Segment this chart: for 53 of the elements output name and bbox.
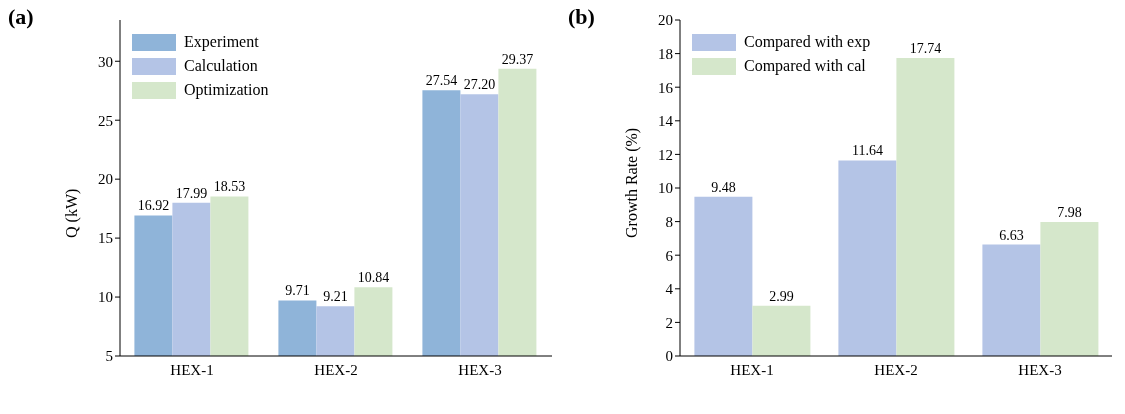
bar xyxy=(896,57,955,356)
data-label: 18.53 xyxy=(213,179,246,195)
legend-label: Compared with cal xyxy=(744,57,866,75)
x-tick-label: HEX-3 xyxy=(1018,361,1062,378)
x-tick-label: HEX-2 xyxy=(874,361,918,378)
legend-label: Calculation xyxy=(184,57,258,75)
y-tick-label: 10 xyxy=(98,289,113,306)
y-axis-title: Growth Rate (%) xyxy=(622,127,641,238)
data-label: 9.48 xyxy=(711,179,736,195)
bar xyxy=(838,160,897,356)
y-tick-label: 12 xyxy=(658,146,673,163)
bar xyxy=(982,244,1041,356)
data-label: 16.92 xyxy=(137,198,170,214)
x-tick-label: HEX-1 xyxy=(170,361,214,378)
data-label: 27.20 xyxy=(463,77,496,93)
y-tick-label: 6 xyxy=(665,247,674,264)
y-tick-label: 2 xyxy=(665,314,673,331)
data-label: 17.99 xyxy=(175,185,208,201)
legend-label: Compared with exp xyxy=(744,33,871,51)
y-tick-label: 14 xyxy=(658,113,674,130)
bar xyxy=(1040,221,1099,356)
y-tick-label: 20 xyxy=(658,12,673,29)
bar xyxy=(694,196,753,356)
y-tick-label: 4 xyxy=(665,281,674,298)
chart-title: (a) xyxy=(8,4,34,30)
bar xyxy=(752,305,811,356)
data-label: 6.63 xyxy=(999,227,1024,243)
data-label: 7.98 xyxy=(1057,204,1082,220)
data-label: 9.71 xyxy=(285,283,310,299)
y-tick-label: 15 xyxy=(98,230,113,247)
data-label: 11.64 xyxy=(851,143,883,159)
chart-title: (b) xyxy=(568,4,595,30)
y-tick-label: 8 xyxy=(665,213,673,230)
x-tick-label: HEX-3 xyxy=(458,361,502,378)
x-tick-label: HEX-2 xyxy=(314,361,358,378)
y-tick-label: 10 xyxy=(658,180,673,197)
x-tick-label: HEX-1 xyxy=(730,361,774,378)
data-label: 9.21 xyxy=(323,289,348,305)
data-label: 27.54 xyxy=(425,73,458,89)
data-label: 29.37 xyxy=(501,51,534,67)
y-tick-label: 25 xyxy=(98,112,113,129)
legend-label: Optimization xyxy=(184,81,269,99)
y-tick-label: 0 xyxy=(665,348,673,365)
data-label: 10.84 xyxy=(357,270,390,286)
y-tick-label: 30 xyxy=(98,53,113,70)
y-tick-label: 5 xyxy=(105,348,113,365)
y-tick-label: 20 xyxy=(98,171,113,188)
data-label: 2.99 xyxy=(769,288,794,304)
y-tick-label: 16 xyxy=(658,79,674,96)
y-tick-label: 18 xyxy=(658,45,673,62)
y-axis-title: Q (kW) xyxy=(62,188,81,238)
data-label: 17.74 xyxy=(909,40,942,56)
legend-label: Experiment xyxy=(184,33,259,51)
